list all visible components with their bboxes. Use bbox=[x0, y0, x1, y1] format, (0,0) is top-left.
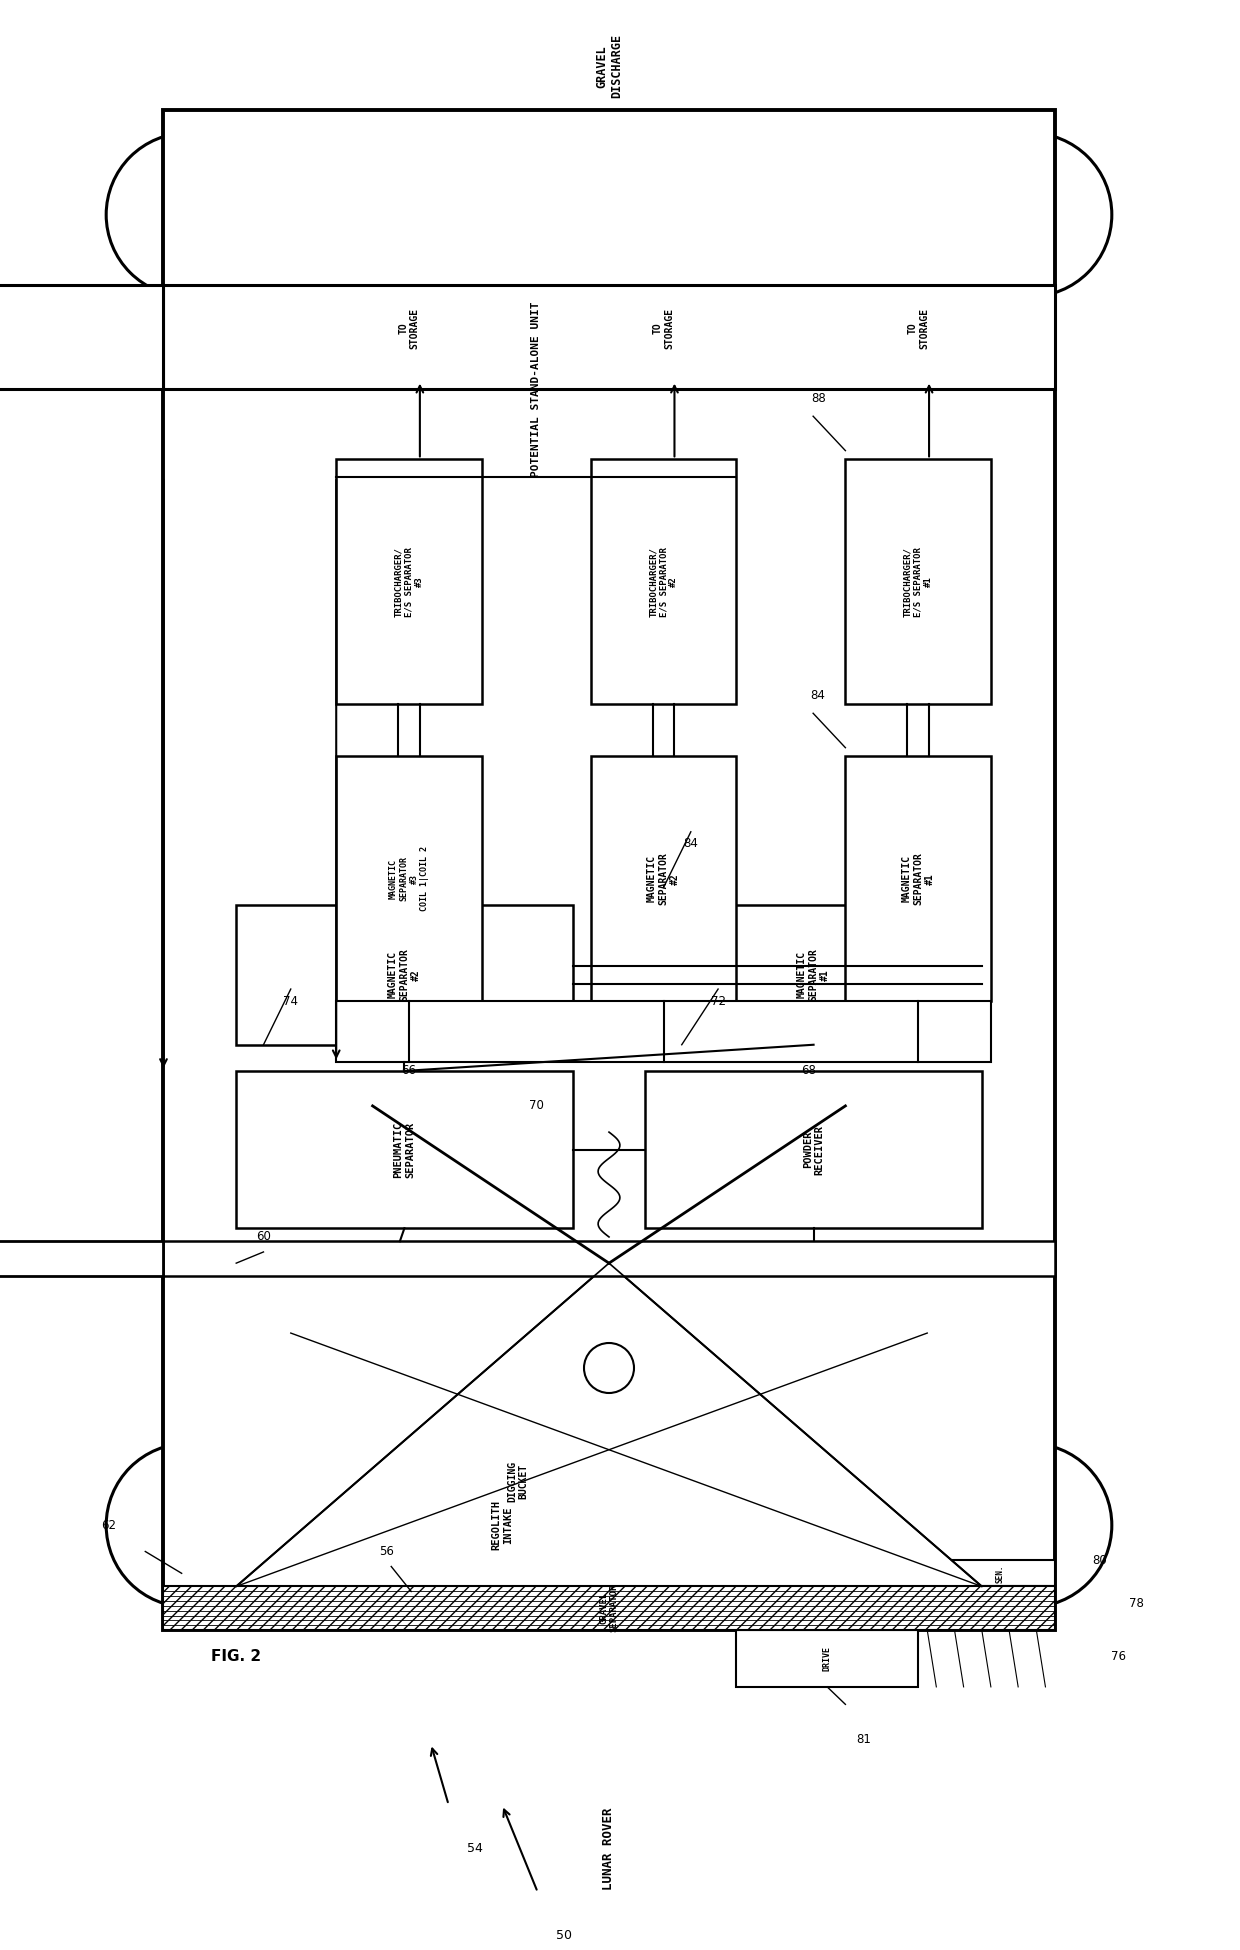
Text: DRIVE: DRIVE bbox=[822, 1646, 832, 1671]
Text: MAGNETIC
SEPARATOR
#1: MAGNETIC SEPARATOR #1 bbox=[797, 948, 831, 1000]
Text: 54: 54 bbox=[467, 1843, 484, 1854]
Text: SEN.: SEN. bbox=[996, 1564, 1004, 1583]
Polygon shape bbox=[236, 1264, 982, 1587]
Bar bbox=[236, 1071, 573, 1228]
Text: MAGNETIC
SEPARATOR
#2: MAGNETIC SEPARATOR #2 bbox=[388, 948, 422, 1000]
Bar bbox=[236, 905, 573, 1045]
Bar bbox=[164, 285, 1054, 390]
Text: FIG. 2: FIG. 2 bbox=[211, 1650, 262, 1663]
Text: 84: 84 bbox=[683, 837, 698, 850]
Text: GRAVEL
SEPARATOR: GRAVEL SEPARATOR bbox=[599, 1583, 619, 1632]
Bar bbox=[737, 1630, 918, 1687]
Bar bbox=[846, 460, 991, 704]
Text: MAGNETIC
SEPARATOR
#2: MAGNETIC SEPARATOR #2 bbox=[647, 852, 681, 905]
Bar bbox=[590, 757, 737, 1000]
Text: 56: 56 bbox=[378, 1544, 393, 1558]
Text: POWDER
RECEIVER: POWDER RECEIVER bbox=[802, 1125, 825, 1174]
Bar bbox=[164, 109, 1054, 1630]
Text: DIGGING
BUCKET: DIGGING BUCKET bbox=[507, 1461, 529, 1502]
Text: TRIBOCHARGER/
E/S SEPARATOR
#2: TRIBOCHARGER/ E/S SEPARATOR #2 bbox=[649, 546, 678, 616]
Text: MAGNETIC
SEPARATOR
#1: MAGNETIC SEPARATOR #1 bbox=[901, 852, 935, 905]
Bar bbox=[645, 905, 982, 1045]
Circle shape bbox=[584, 1344, 634, 1392]
Text: 88: 88 bbox=[811, 392, 826, 406]
Bar bbox=[336, 1000, 991, 1063]
Text: LUNAR ROVER: LUNAR ROVER bbox=[603, 1808, 615, 1890]
Text: 66: 66 bbox=[402, 1065, 417, 1078]
Text: 60: 60 bbox=[255, 1230, 270, 1244]
Text: 62: 62 bbox=[102, 1519, 117, 1533]
Circle shape bbox=[949, 133, 1112, 296]
Text: 72: 72 bbox=[711, 994, 725, 1008]
Text: POTENTIAL STAND-ALONE UNIT: POTENTIAL STAND-ALONE UNIT bbox=[531, 302, 541, 478]
Text: MAGNETIC
SEPARATOR
#3
COIL 1|COIL 2: MAGNETIC SEPARATOR #3 COIL 1|COIL 2 bbox=[389, 846, 429, 911]
Bar bbox=[336, 757, 481, 1000]
Bar bbox=[645, 1071, 982, 1228]
Bar bbox=[164, 1587, 1054, 1630]
Text: 84: 84 bbox=[811, 688, 826, 702]
Bar bbox=[846, 757, 991, 1000]
Text: 70: 70 bbox=[528, 1100, 543, 1112]
Circle shape bbox=[107, 133, 270, 296]
Text: TRIBOCHARGER/
E/S SEPARATOR
#1: TRIBOCHARGER/ E/S SEPARATOR #1 bbox=[903, 546, 932, 616]
Text: 50: 50 bbox=[557, 1929, 573, 1942]
Text: 74: 74 bbox=[283, 994, 299, 1008]
Text: PNEUMATIC
SEPARATOR: PNEUMATIC SEPARATOR bbox=[393, 1121, 415, 1178]
Text: TO
STORAGE: TO STORAGE bbox=[652, 308, 675, 349]
Bar bbox=[0, 1242, 164, 1275]
Bar bbox=[0, 285, 164, 390]
Text: 76: 76 bbox=[1111, 1650, 1126, 1663]
Bar bbox=[945, 1560, 1054, 1587]
Text: REGOLITH
INTAKE: REGOLITH INTAKE bbox=[491, 1500, 513, 1550]
Bar bbox=[590, 460, 737, 704]
Text: TO
STORAGE: TO STORAGE bbox=[398, 308, 420, 349]
Circle shape bbox=[107, 1443, 270, 1607]
Bar bbox=[164, 1242, 1054, 1275]
Circle shape bbox=[949, 1443, 1112, 1607]
Text: 78: 78 bbox=[1128, 1597, 1143, 1611]
Text: GRAVEL
DISCHARGE: GRAVEL DISCHARGE bbox=[595, 35, 622, 98]
Text: TRIBOCHARGER/
E/S SEPARATOR
#3: TRIBOCHARGER/ E/S SEPARATOR #3 bbox=[394, 546, 424, 616]
Text: 81: 81 bbox=[856, 1734, 870, 1745]
Bar bbox=[336, 460, 481, 704]
Text: TO
STORAGE: TO STORAGE bbox=[908, 308, 929, 349]
Text: 68: 68 bbox=[801, 1065, 816, 1078]
Text: 80: 80 bbox=[1092, 1554, 1107, 1566]
